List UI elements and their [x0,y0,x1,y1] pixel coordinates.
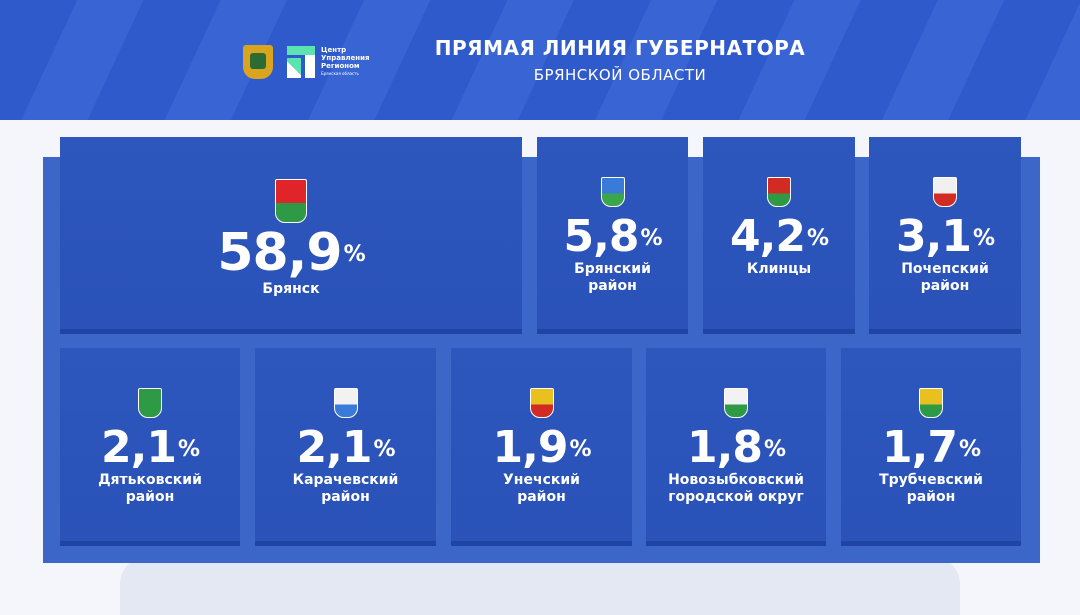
district-name: район [517,489,566,505]
district-emblem-icon [333,388,358,418]
district-card: 1,7% Трубчевский район [841,348,1021,546]
district-card: 4,2% Клинцы [703,137,855,334]
district-name: Трубчевский [879,472,983,488]
district-card: 3,1% Почепский район [869,137,1021,334]
district-emblem-icon [767,177,791,207]
district-card: 2,1% Карачевский район [255,348,436,546]
logo-subtext: Брянская область [321,71,359,76]
district-name: Карачевский [292,472,399,488]
district-emblem-icon [933,177,957,207]
header-banner: Центр Управления Регионом Брянская облас… [0,0,1080,120]
page-title: ПРЯМАЯ ЛИНИЯ ГУБЕРНАТОРА [434,36,806,60]
district-emblem-icon [529,388,554,418]
logo-text-line: Управления [321,54,370,62]
regional-management-center-logo: Центр Управления Регионом Брянская облас… [287,46,370,78]
district-name: район [125,489,175,505]
logo-text-line: Центр [321,46,347,54]
district-name: Новозыбковский [668,472,804,488]
percentage-value: 5,8% [563,211,663,262]
page-subtitle: БРЯНСКОЙ ОБЛАСТИ [533,66,707,84]
percentage-value: 3,1% [896,211,995,262]
district-card: 58,9% Брянск [60,137,522,334]
district-emblem-icon [724,388,748,418]
district-name: Унечский [503,472,580,488]
region-map-silhouette [120,555,960,615]
district-name: район [321,489,370,505]
district-emblem-icon [138,388,162,418]
percentage-value: 2,1% [101,422,200,473]
district-card: 2,1% Дятьковский район [60,348,240,546]
district-name: Брянский [574,261,651,277]
district-name: Почепский [901,261,989,277]
district-card: 5,8% Брянский район [537,137,688,334]
district-name: Дятьковский [98,472,202,488]
percentage-value: 1,8% [687,422,786,473]
district-emblem-icon [919,388,943,418]
percentage-value: 2,1% [296,422,396,473]
percentage-value: 1,9% [492,422,592,473]
district-name: район [920,278,970,294]
logo-text-line: Регионом [321,62,360,70]
percentage-value: 4,2% [730,211,829,262]
district-name: Клинцы [746,261,812,277]
district-emblem-icon [275,179,307,223]
district-name: район [906,489,956,505]
bryansk-region-coat-of-arms-icon [243,45,273,79]
district-card: 1,8% Новозыбковский городской округ [646,348,826,546]
district-name: городской округ [668,489,804,505]
logos: Центр Управления Регионом Брянская облас… [243,45,370,79]
district-emblem-icon [600,177,625,207]
cur-logo-icon [287,46,315,78]
percentage-value: 1,7% [882,422,981,473]
district-name: район [588,278,637,294]
percentage-value: 58,9% [217,223,365,283]
district-name: Брянск [262,281,320,297]
district-card: 1,9% Унечский район [451,348,632,546]
